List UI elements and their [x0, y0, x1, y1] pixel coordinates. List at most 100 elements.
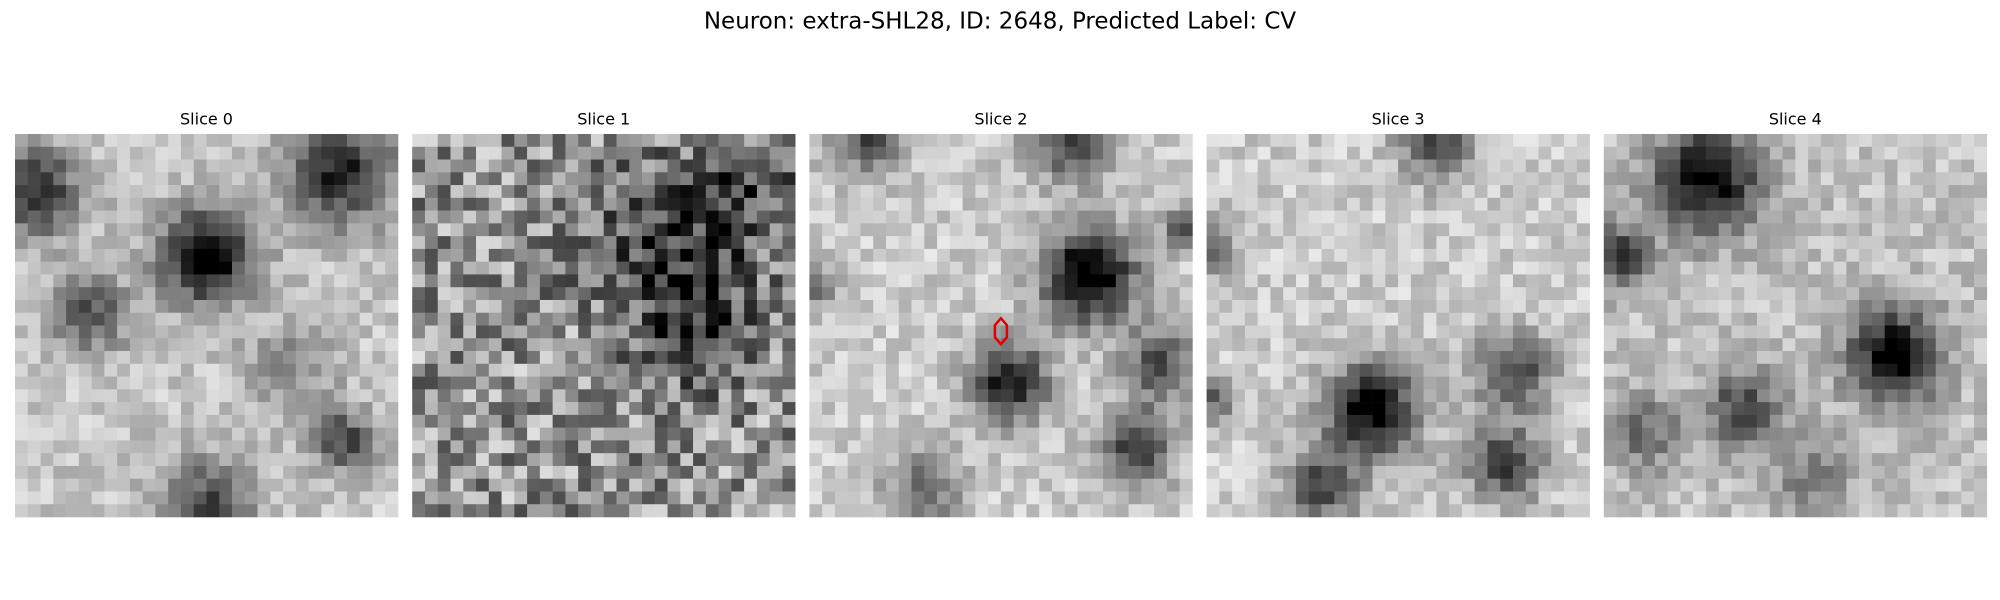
pixel [975, 453, 989, 467]
pixel [1359, 223, 1373, 237]
pixel [1846, 197, 1860, 211]
pixel [1423, 299, 1437, 314]
pixel [117, 376, 131, 390]
pixel [488, 287, 502, 301]
pixel [1077, 440, 1091, 454]
pixel [142, 299, 156, 314]
pixel [975, 325, 989, 339]
pixel [1859, 427, 1873, 441]
pixel [1398, 236, 1412, 250]
pixel [1103, 261, 1117, 275]
pixel [603, 440, 617, 454]
pixel [1449, 414, 1463, 428]
pixel [1474, 274, 1488, 288]
pixel [1270, 274, 1284, 288]
pixel [898, 274, 912, 288]
pixel [104, 210, 118, 224]
pixel [680, 338, 694, 352]
pixel [847, 363, 861, 377]
pixel [731, 210, 745, 224]
pixel [1513, 504, 1527, 518]
pixel [1372, 427, 1386, 441]
pixel [1974, 478, 1988, 492]
pixel [1859, 197, 1873, 211]
pixel [15, 146, 29, 160]
pixel [1513, 134, 1527, 148]
pixel [1576, 504, 1590, 518]
pixel [1974, 427, 1988, 441]
pixel [1961, 312, 1975, 326]
pixel [1026, 376, 1040, 390]
pixel [334, 453, 348, 467]
pixel [1090, 414, 1104, 428]
pixel [1321, 402, 1335, 416]
pixel [924, 376, 938, 390]
pixel [718, 287, 732, 301]
pixel [1166, 312, 1180, 326]
pixel [949, 402, 963, 416]
pixel [898, 363, 912, 377]
pixel [616, 261, 630, 275]
pixel [321, 478, 335, 492]
pixel [385, 197, 399, 211]
pixel [769, 414, 783, 428]
pixel [1693, 376, 1707, 390]
pixel [155, 465, 169, 479]
pixel [295, 453, 309, 467]
pixel [308, 427, 322, 441]
pixel [590, 351, 604, 365]
pixel [1410, 287, 1424, 301]
pixel [1295, 504, 1310, 518]
pixel [667, 223, 681, 237]
pixel [527, 389, 541, 403]
pixel [1115, 236, 1129, 250]
pixel [1026, 440, 1040, 454]
pixel [782, 210, 796, 224]
pixel [346, 363, 360, 377]
pixel [1935, 440, 1949, 454]
pixel [834, 134, 848, 148]
pixel [1846, 159, 1860, 173]
pixel [1295, 159, 1310, 173]
pixel [1642, 172, 1656, 186]
pixel [680, 134, 694, 148]
pixel [911, 504, 925, 518]
pixel [1642, 287, 1656, 301]
pixel [40, 376, 54, 390]
pixel [962, 146, 976, 160]
pixel [1680, 134, 1694, 148]
pixel [514, 172, 528, 186]
pixel [769, 159, 783, 173]
pixel [1257, 210, 1271, 224]
pixel [180, 134, 195, 148]
pixel [1616, 402, 1630, 416]
pixel [834, 478, 848, 492]
pixel [270, 440, 284, 454]
pixel [809, 236, 823, 250]
pixel [1347, 172, 1361, 186]
pixel [359, 363, 373, 377]
pixel [1629, 491, 1643, 505]
pixel [283, 210, 297, 224]
pixel [476, 363, 490, 377]
pixel [1244, 478, 1258, 492]
pixel [437, 287, 451, 301]
pixel [782, 414, 796, 428]
pixel [1833, 299, 1847, 314]
pixel [1782, 159, 1796, 173]
pixel [1897, 159, 1911, 173]
pixel [718, 491, 732, 505]
pixel [1693, 210, 1707, 224]
pixel [1922, 453, 1937, 467]
pixel [424, 134, 439, 148]
pixel [1232, 172, 1246, 186]
pixel [104, 363, 118, 377]
pixel [91, 402, 105, 416]
pixel [924, 159, 938, 173]
pixel [1833, 440, 1847, 454]
pixel [822, 363, 836, 377]
pixel [1961, 299, 1975, 314]
pixel [756, 248, 770, 262]
pixel [1474, 389, 1488, 403]
pixel [1064, 185, 1078, 199]
